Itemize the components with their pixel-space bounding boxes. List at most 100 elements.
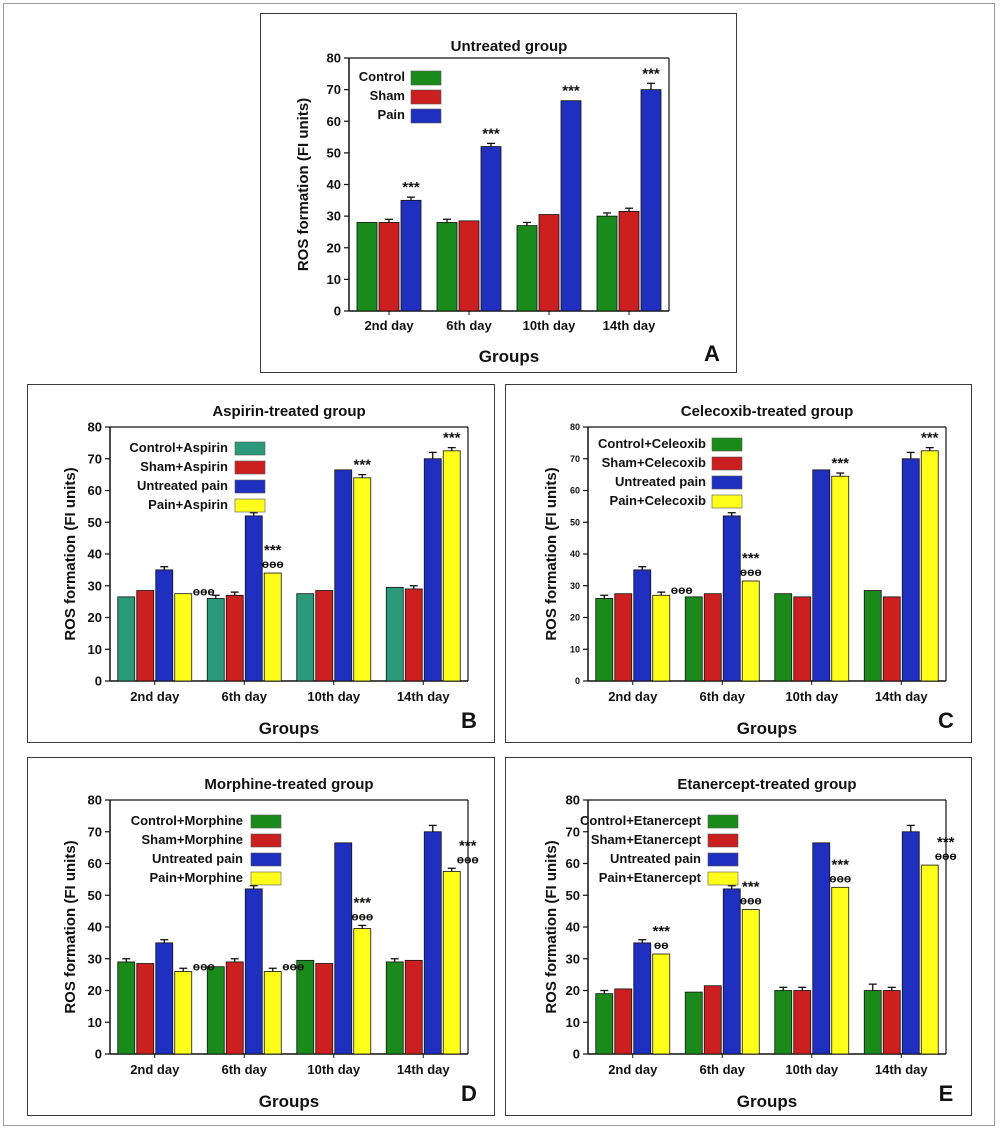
y-axis-title: ROS formation (FI units)	[62, 467, 79, 640]
panel-E: Etanercept-treated group 0 10 20 30 40 50 60 70 8…	[505, 757, 972, 1116]
legend-label: Untreated pain	[137, 478, 228, 493]
panel-C: Celecoxib-treated group 0 10 20 30 40 50 60 70 80…	[505, 384, 972, 743]
bar	[385, 961, 404, 1055]
bar	[901, 458, 920, 682]
y-tick-label: 10	[327, 272, 341, 287]
panel-A: Untreated group 0 10 20 30 40 50 60 70 80 ROS form…	[260, 13, 737, 373]
x-axis-title: Groups	[737, 719, 797, 738]
legend-swatch	[250, 871, 282, 886]
bar	[458, 220, 480, 312]
bar	[356, 222, 378, 312]
bar	[353, 928, 372, 1055]
y-tick-label: 10	[88, 642, 102, 657]
panel-letter: C	[938, 708, 954, 733]
bar	[618, 210, 640, 312]
significance-marker: ɵɵɵ	[262, 557, 284, 571]
y-tick-label: 60	[570, 486, 580, 496]
bar	[334, 842, 353, 1055]
y-tick-label: 70	[327, 82, 341, 97]
legend-swatch	[234, 441, 266, 456]
significance-marker: ɵɵɵ	[829, 871, 851, 885]
significance-marker: ɵɵɵ	[351, 909, 373, 923]
x-tick-label: 14th day	[875, 1062, 929, 1077]
legend-label: Untreated pain	[610, 851, 701, 866]
legend-swatch	[707, 814, 739, 829]
bar	[225, 961, 244, 1055]
x-tick-label: 6th day	[699, 689, 745, 704]
bar	[206, 966, 225, 1055]
x-tick-label: 2nd day	[130, 689, 180, 704]
y-tick-label: 30	[88, 578, 102, 593]
bar	[831, 886, 850, 1055]
significance-marker: ɵɵɵ	[457, 852, 479, 866]
bar	[920, 450, 939, 682]
significance-marker: ***	[353, 457, 371, 474]
y-tick-label: 50	[88, 515, 102, 530]
y-tick-label: 10	[88, 1015, 102, 1030]
legend-label: Sham+Morphine	[142, 832, 244, 847]
chart-celecoxib-treated-group: Celecoxib-treated group 0 10 20 30 40 50 60 70 80…	[543, 403, 954, 738]
panel-letter: B	[461, 708, 477, 733]
bar	[516, 225, 538, 312]
significance-marker: ***	[402, 179, 420, 196]
significance-marker: ɵɵɵ	[193, 959, 215, 973]
x-tick-label: 6th day	[221, 689, 267, 704]
bar	[741, 580, 760, 682]
significance-marker: ***	[937, 834, 955, 851]
bar	[442, 450, 461, 682]
chart-title: Aspirin-treated group	[212, 403, 365, 420]
bar	[174, 971, 193, 1055]
bar	[595, 598, 614, 682]
y-tick-label: 80	[88, 793, 102, 808]
bar	[315, 963, 334, 1055]
significance-marker: ***	[742, 879, 760, 896]
significance-marker: ***	[443, 430, 461, 447]
legend-swatch	[410, 70, 442, 86]
y-tick-label: 50	[570, 517, 580, 527]
y-tick-label: 30	[88, 951, 102, 966]
legend-label: Pain	[378, 107, 406, 122]
y-tick-label: 0	[573, 1047, 580, 1062]
x-tick-label: 2nd day	[364, 318, 414, 333]
y-tick-label: 80	[327, 51, 341, 66]
y-tick-label: 20	[327, 240, 341, 255]
y-tick-label: 60	[327, 114, 341, 129]
significance-marker: ɵɵɵ	[193, 585, 215, 599]
legend-label: Control+Celeoxib	[598, 436, 706, 451]
bar	[774, 593, 793, 682]
y-axis-title: ROS formation (FI units)	[62, 840, 79, 1013]
significance-marker: ɵɵ	[654, 938, 669, 952]
bar	[155, 942, 174, 1055]
x-tick-label: 2nd day	[608, 1062, 658, 1077]
bar	[722, 888, 741, 1055]
bar	[174, 593, 193, 682]
y-tick-label: 20	[570, 613, 580, 623]
bar	[442, 871, 461, 1055]
legend-swatch	[711, 475, 743, 490]
bar	[225, 594, 244, 682]
x-tick-label: 10th day	[523, 318, 577, 333]
bar	[404, 959, 423, 1055]
bar	[244, 515, 263, 682]
x-tick-label: 14th day	[875, 689, 929, 704]
y-tick-label: 60	[566, 856, 580, 871]
panel-D: Morphine-treated group 0 10 20 30 40 50 60 70 80 R…	[27, 757, 495, 1116]
significance-marker: ***	[652, 923, 670, 940]
legend-swatch	[234, 498, 266, 513]
bar	[263, 971, 282, 1055]
chart-aspirin-treated-group: Aspirin-treated group 0 10 20 30 40 50 60 70 80 RO…	[62, 403, 477, 738]
legend-label: Control+Etanercept	[580, 813, 702, 828]
bar	[812, 469, 831, 682]
bar	[703, 593, 722, 682]
bar	[741, 909, 760, 1055]
bar	[614, 593, 633, 682]
x-axis-title: Groups	[259, 1092, 319, 1111]
y-tick-label: 30	[566, 951, 580, 966]
bar	[436, 222, 458, 312]
legend-swatch	[707, 833, 739, 848]
panel-letter: D	[461, 1081, 477, 1106]
y-tick-label: 50	[327, 145, 341, 160]
bar	[136, 963, 155, 1055]
bar	[920, 864, 939, 1055]
y-tick-label: 70	[88, 451, 102, 466]
